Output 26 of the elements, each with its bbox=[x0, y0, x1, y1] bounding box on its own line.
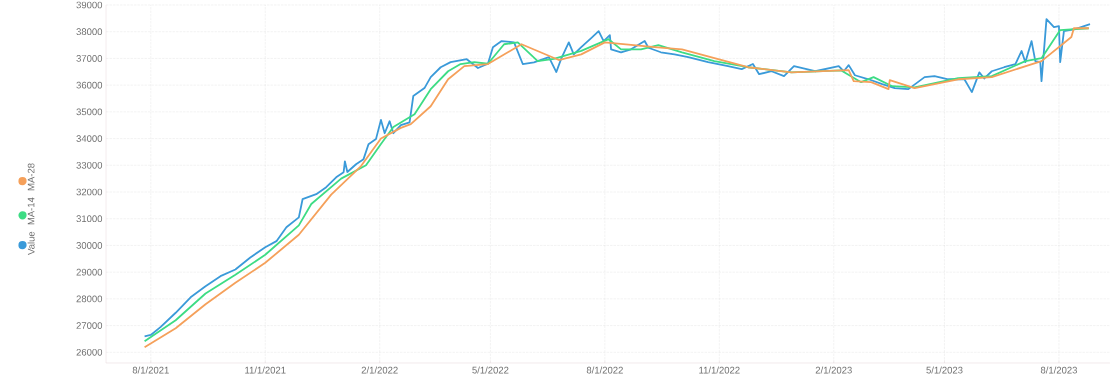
y-tick-label: 34000 bbox=[76, 135, 103, 142]
y-tick-label: 36000 bbox=[76, 81, 103, 89]
y-tick-label: 35000 bbox=[76, 108, 103, 116]
y-tick-label: 38000 bbox=[76, 28, 103, 36]
y-tick-label: 37000 bbox=[76, 55, 103, 62]
x-tick-label: 2/1/2022 bbox=[361, 366, 398, 374]
y-tick-label: 27000 bbox=[76, 322, 103, 329]
x-tick-label: 11/1/2021 bbox=[245, 366, 286, 374]
y-tick-label: 31000 bbox=[76, 215, 103, 223]
y-tick-label: 28000 bbox=[76, 295, 103, 303]
legend-label: MA-14 bbox=[27, 197, 35, 225]
y-tick-label: 32000 bbox=[76, 188, 103, 196]
legend-label: MA-28 bbox=[27, 163, 35, 191]
x-tick-label: 5/1/2023 bbox=[926, 366, 963, 374]
x-tick-label: 8/1/2023 bbox=[1040, 366, 1077, 374]
y-tick-label: 29000 bbox=[76, 268, 103, 276]
y-tick-label: 39000 bbox=[76, 1, 103, 9]
y-tick-label: 33000 bbox=[76, 161, 103, 169]
x-tick-label: 2/1/2023 bbox=[815, 366, 852, 374]
y-tick-label: 30000 bbox=[76, 242, 103, 249]
x-tick-label: 5/1/2022 bbox=[472, 366, 509, 374]
x-tick-label: 11/1/2022 bbox=[699, 366, 740, 374]
x-tick-label: 8/1/2022 bbox=[586, 366, 623, 374]
x-tick-label: 8/1/2021 bbox=[132, 366, 169, 374]
legend-label: Value bbox=[27, 231, 35, 255]
y-tick-label: 26000 bbox=[76, 348, 103, 356]
